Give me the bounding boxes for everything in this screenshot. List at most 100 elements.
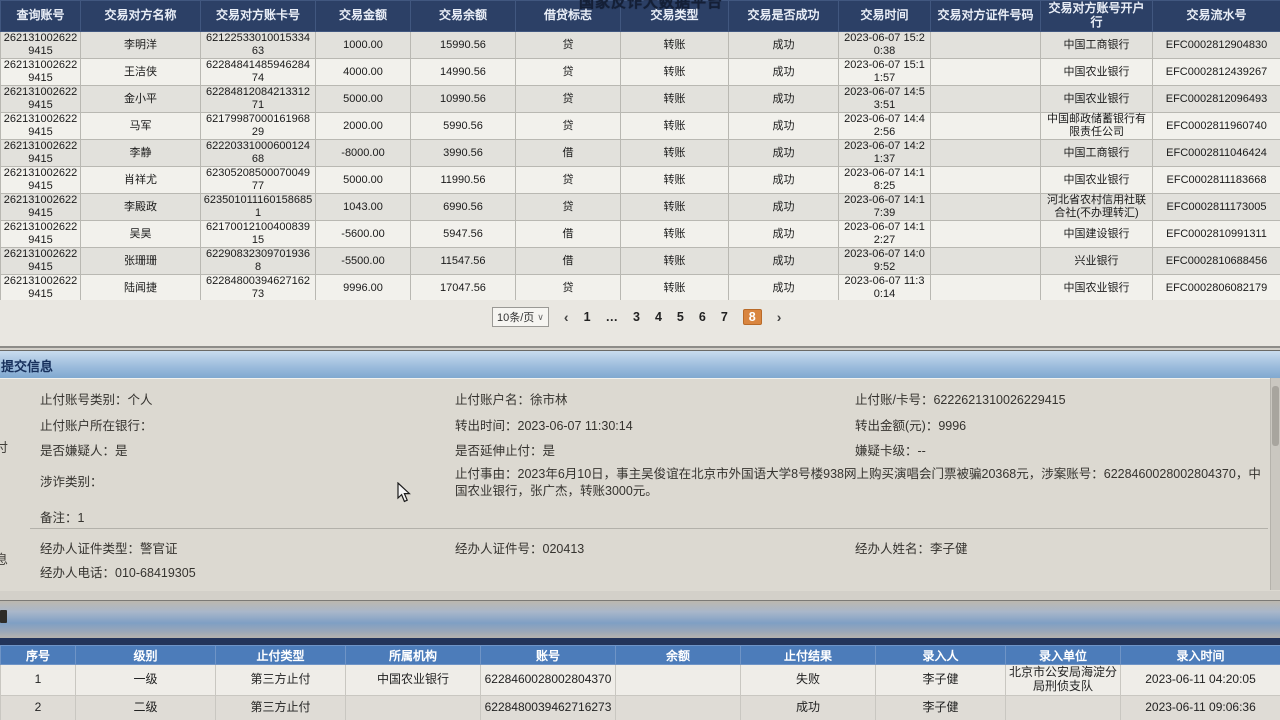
table-row[interactable]: 1 一级 第三方止付 中国农业银行 6228460028002804370 失败 李子健 北京… <box>0 664 1280 696</box>
table-cell: 2621310026229415 <box>0 112 81 140</box>
table-cell: 转账 <box>620 247 729 275</box>
table-row[interactable]: 2621310026229415 陆闻捷 6228480039462716273 99… <box>0 274 1280 300</box>
field-value: 个人 <box>127 393 153 407</box>
table-cell: 2621310026229415 <box>0 166 81 194</box>
table-cell: 2023-06-07 14:09:52 <box>838 247 931 275</box>
table-cell: 622908323097019368 <box>200 247 316 275</box>
table-cell: EFC0002811183668 <box>1152 166 1280 194</box>
table-cell: 贷 <box>515 193 621 221</box>
table-cell: 贷 <box>515 58 621 86</box>
column-header: 序号 <box>0 645 76 665</box>
field-value: 徐市林 <box>530 393 568 407</box>
field-suspect-level: 嫌疑卡级：-- <box>855 440 926 459</box>
table-cell: EFC0002806082179 <box>1152 274 1280 300</box>
table-cell: -8000.00 <box>315 139 411 167</box>
table-cell: 5000.00 <box>315 166 411 194</box>
page-button-6[interactable]: 6 <box>698 310 706 324</box>
table-row[interactable]: 2 二级 第三方止付 6228480039462716273 成功 李子健 2023-06-… <box>0 695 1280 720</box>
table-cell: 1043.00 <box>315 193 411 221</box>
page-button-7[interactable]: 7 <box>720 310 728 324</box>
table-cell <box>930 193 1041 221</box>
table-cell: EFC0002811046424 <box>1152 139 1280 167</box>
table-cell: EFC0002812439267 <box>1152 58 1280 86</box>
table-row[interactable]: 2621310026229415 肖祥尤 6230520850007004977 50… <box>0 166 1280 194</box>
table-cell: 马军 <box>80 112 201 140</box>
field-account-card: 止付账/卡号：6222621310026229415 <box>855 389 1066 408</box>
column-header: 止付类型 <box>215 645 346 665</box>
table-cell: 转账 <box>620 112 729 140</box>
table-cell: 王洁侠 <box>80 58 201 86</box>
table-cell: 成功 <box>728 112 839 140</box>
table-cell: 17047.56 <box>410 274 516 300</box>
table-cell: 6228480039462716273 <box>480 695 616 720</box>
field-handler-phone: 经办人电话：010-68419305 <box>40 562 196 581</box>
field-label: 经办人电话： <box>40 566 116 580</box>
table-cell: 2023-06-07 14:42:56 <box>838 112 931 140</box>
table-row[interactable]: 2621310026229415 李明洋 6212253301001533463 10… <box>0 31 1280 59</box>
table-cell: 6217001210040083915 <box>200 220 316 248</box>
table-cell: 成功 <box>728 85 839 113</box>
table-row[interactable]: 2621310026229415 李殿政 6235010111601586851 10… <box>0 193 1280 221</box>
table-cell: 贷 <box>515 112 621 140</box>
field-value: 6222621310026229415 <box>933 393 1066 407</box>
mouse-cursor <box>397 482 411 503</box>
prev-page-button[interactable]: ‹ <box>563 309 569 325</box>
table-row[interactable]: 2621310026229415 马军 6217998700016196829 200… <box>0 112 1280 140</box>
table-cell: -5500.00 <box>315 247 411 275</box>
table-cell: 转账 <box>620 220 729 248</box>
table-cell: 成功 <box>728 166 839 194</box>
table-cell: 2621310026229415 <box>0 85 81 113</box>
table-cell: 2621310026229415 <box>0 247 81 275</box>
field-fraud-category: 涉诈类别： <box>40 471 103 490</box>
column-header: 交易金额 <box>315 0 411 32</box>
column-header: 交易对方名称 <box>80 0 201 32</box>
field-value: 2023年6月10日，事主吴俊谊在北京市外国语大学8号楼938网上购买演唱会门票… <box>455 467 1261 498</box>
table-cell: 2023-06-07 14:53:51 <box>838 85 931 113</box>
table-cell: 借 <box>515 247 621 275</box>
page-size-select[interactable]: 10条/页 ∨ <box>492 307 549 327</box>
table-cell: 成功 <box>728 247 839 275</box>
table-cell: 11547.56 <box>410 247 516 275</box>
table-cell: 2 <box>0 695 76 720</box>
page-button-1[interactable]: 1 <box>583 310 591 324</box>
table-cell: 2023-06-07 15:11:57 <box>838 58 931 86</box>
column-header: 交易对方账卡号 <box>200 0 316 32</box>
field-value: 是 <box>542 444 556 458</box>
table-cell: 北京市公安局海淀分局刑侦支队 <box>1005 664 1121 696</box>
field-label: 止付事由： <box>455 467 518 481</box>
table-cell: EFC0002811173005 <box>1152 193 1280 221</box>
table-cell: 6228481208421331271 <box>200 85 316 113</box>
field-is-suspect: 是否嫌疑人：是 <box>40 440 128 459</box>
field-handler-name: 经办人姓名：李子健 <box>855 538 968 557</box>
next-page-button[interactable]: › <box>776 309 782 325</box>
page-button-8-active[interactable]: 8 <box>742 309 762 325</box>
page-button-4[interactable]: 4 <box>654 310 662 324</box>
table-cell: 转账 <box>620 166 729 194</box>
table-row[interactable]: 2621310026229415 金小平 6228481208421331271 50… <box>0 85 1280 113</box>
column-header: 交易对方证件号码 <box>930 0 1041 32</box>
table-cell: 2023-06-07 14:21:37 <box>838 139 931 167</box>
table-cell: 4000.00 <box>315 58 411 86</box>
table-row[interactable]: 2621310026229415 王洁侠 6228484148594628474 40… <box>0 58 1280 86</box>
table-row[interactable]: 2621310026229415 吴昊 6217001210040083915 -56… <box>0 220 1280 248</box>
field-label: 止付账/卡号： <box>855 393 934 407</box>
table-cell: 张珊珊 <box>80 247 201 275</box>
field-label: 止付账户所在银行： <box>40 419 153 433</box>
page-button-5[interactable]: 5 <box>676 310 684 324</box>
table-cell: 转账 <box>620 274 729 300</box>
vertical-scrollbar[interactable] <box>1270 378 1280 590</box>
table-cell: 贷 <box>515 274 621 300</box>
column-header: 交易类型 <box>620 0 729 32</box>
table-row[interactable]: 2621310026229415 张珊珊 622908323097019368 -55… <box>0 247 1280 275</box>
table-cell: 李子健 <box>875 664 1006 696</box>
scrollbar-thumb[interactable] <box>1272 386 1279 446</box>
table-cell: 李子健 <box>875 695 1006 720</box>
page-button-3[interactable]: 3 <box>633 310 640 324</box>
table-row[interactable]: 2621310026229415 李静 6222033100060012468 -80… <box>0 139 1280 167</box>
field-is-extended: 是否延伸止付：是 <box>455 440 555 459</box>
table-cell: 2023-06-07 14:18:25 <box>838 166 931 194</box>
table-cell: 5947.56 <box>410 220 516 248</box>
table-cell: 中国农业银行 <box>1040 85 1153 113</box>
column-header: 余额 <box>615 645 741 665</box>
window-separator-bar <box>0 600 1280 639</box>
